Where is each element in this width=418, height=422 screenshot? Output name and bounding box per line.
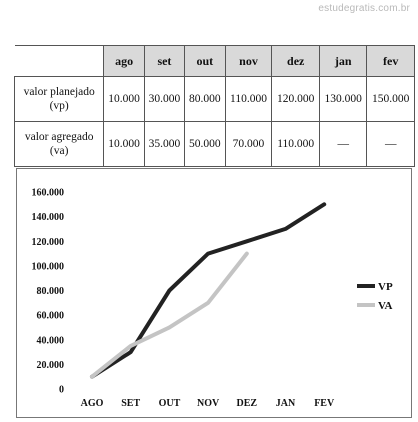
y-tick-label: 100.000 [32, 261, 65, 272]
y-tick-label: 80.000 [37, 286, 65, 297]
x-tick-label: JAN [276, 398, 296, 409]
y-tick-label: 120.000 [32, 237, 65, 248]
column-header: out [184, 45, 226, 77]
table-cell: 130.000 [318, 76, 368, 122]
column-header: set [143, 45, 186, 77]
column-header: dez [271, 45, 320, 77]
table-cell: 35.000 [143, 121, 186, 167]
table-cell: 80.000 [184, 76, 226, 122]
table-row-vp: valor planejado (vp) 10.000 30.000 80.00… [13, 76, 415, 122]
column-header: jan [318, 45, 368, 77]
legend-label-va: VA [378, 300, 393, 312]
column-header: nov [224, 45, 273, 77]
x-tick-label: NOV [197, 398, 220, 409]
y-tick-label: 40.000 [37, 335, 65, 346]
row-label-line2: (vp) [49, 100, 69, 112]
series-line-vp [90, 202, 327, 379]
y-tick-label: 0 [59, 385, 64, 396]
y-tick-label: 60.000 [37, 311, 65, 322]
row-label-line1: valor planejado [23, 86, 95, 98]
table-cell: 120.000 [271, 76, 320, 122]
table-header-row: ago set out nov dez jan fev [14, 45, 415, 77]
table-row-va: valor agregado (va) 10.000 35.000 50.000… [13, 121, 415, 167]
x-tick-label: SET [121, 398, 140, 409]
x-tick-label: DEZ [237, 398, 258, 409]
table-cell: 50.000 [184, 121, 226, 167]
y-tick-label: 160.000 [32, 188, 65, 199]
x-tick-label: FEV [314, 398, 335, 409]
watermark: estudegratis.com.br [318, 3, 410, 14]
y-tick-label: 140.000 [32, 212, 65, 223]
x-tick-label: AGO [81, 398, 104, 409]
x-tick-label: OUT [159, 398, 181, 409]
row-label-line1: valor agregado [24, 131, 94, 143]
legend-label-vp: VP [378, 281, 393, 293]
line-chart: 0 20.000 40.000 60.000 80.000 100.000 120.000 1… [16, 168, 412, 418]
table-cell: 70.000 [224, 121, 273, 167]
chart-canvas: 0 20.000 40.000 60.000 80.000 100.000 120.000 1… [32, 188, 393, 410]
series-line-va [90, 251, 249, 379]
table-cell: — [318, 121, 368, 167]
row-label-line2: (va) [49, 145, 69, 157]
table-cell: 110.000 [224, 76, 273, 122]
column-header: fev [366, 45, 415, 77]
table-cell: — [366, 121, 415, 167]
table-cell: 150.000 [366, 76, 415, 122]
table-cell: 110.000 [271, 121, 320, 167]
y-tick-label: 20.000 [37, 360, 65, 371]
row-label: valor planejado (vp) [13, 76, 105, 122]
table-cell: 30.000 [143, 76, 186, 122]
table-cell: 10.000 [103, 121, 145, 167]
data-table: ago set out nov dez jan fev valor planej… [13, 45, 415, 167]
table-corner-cell [14, 45, 105, 77]
table-cell: 10.000 [103, 76, 145, 122]
row-label: valor agregado (va) [13, 121, 105, 167]
column-header: ago [103, 45, 145, 77]
